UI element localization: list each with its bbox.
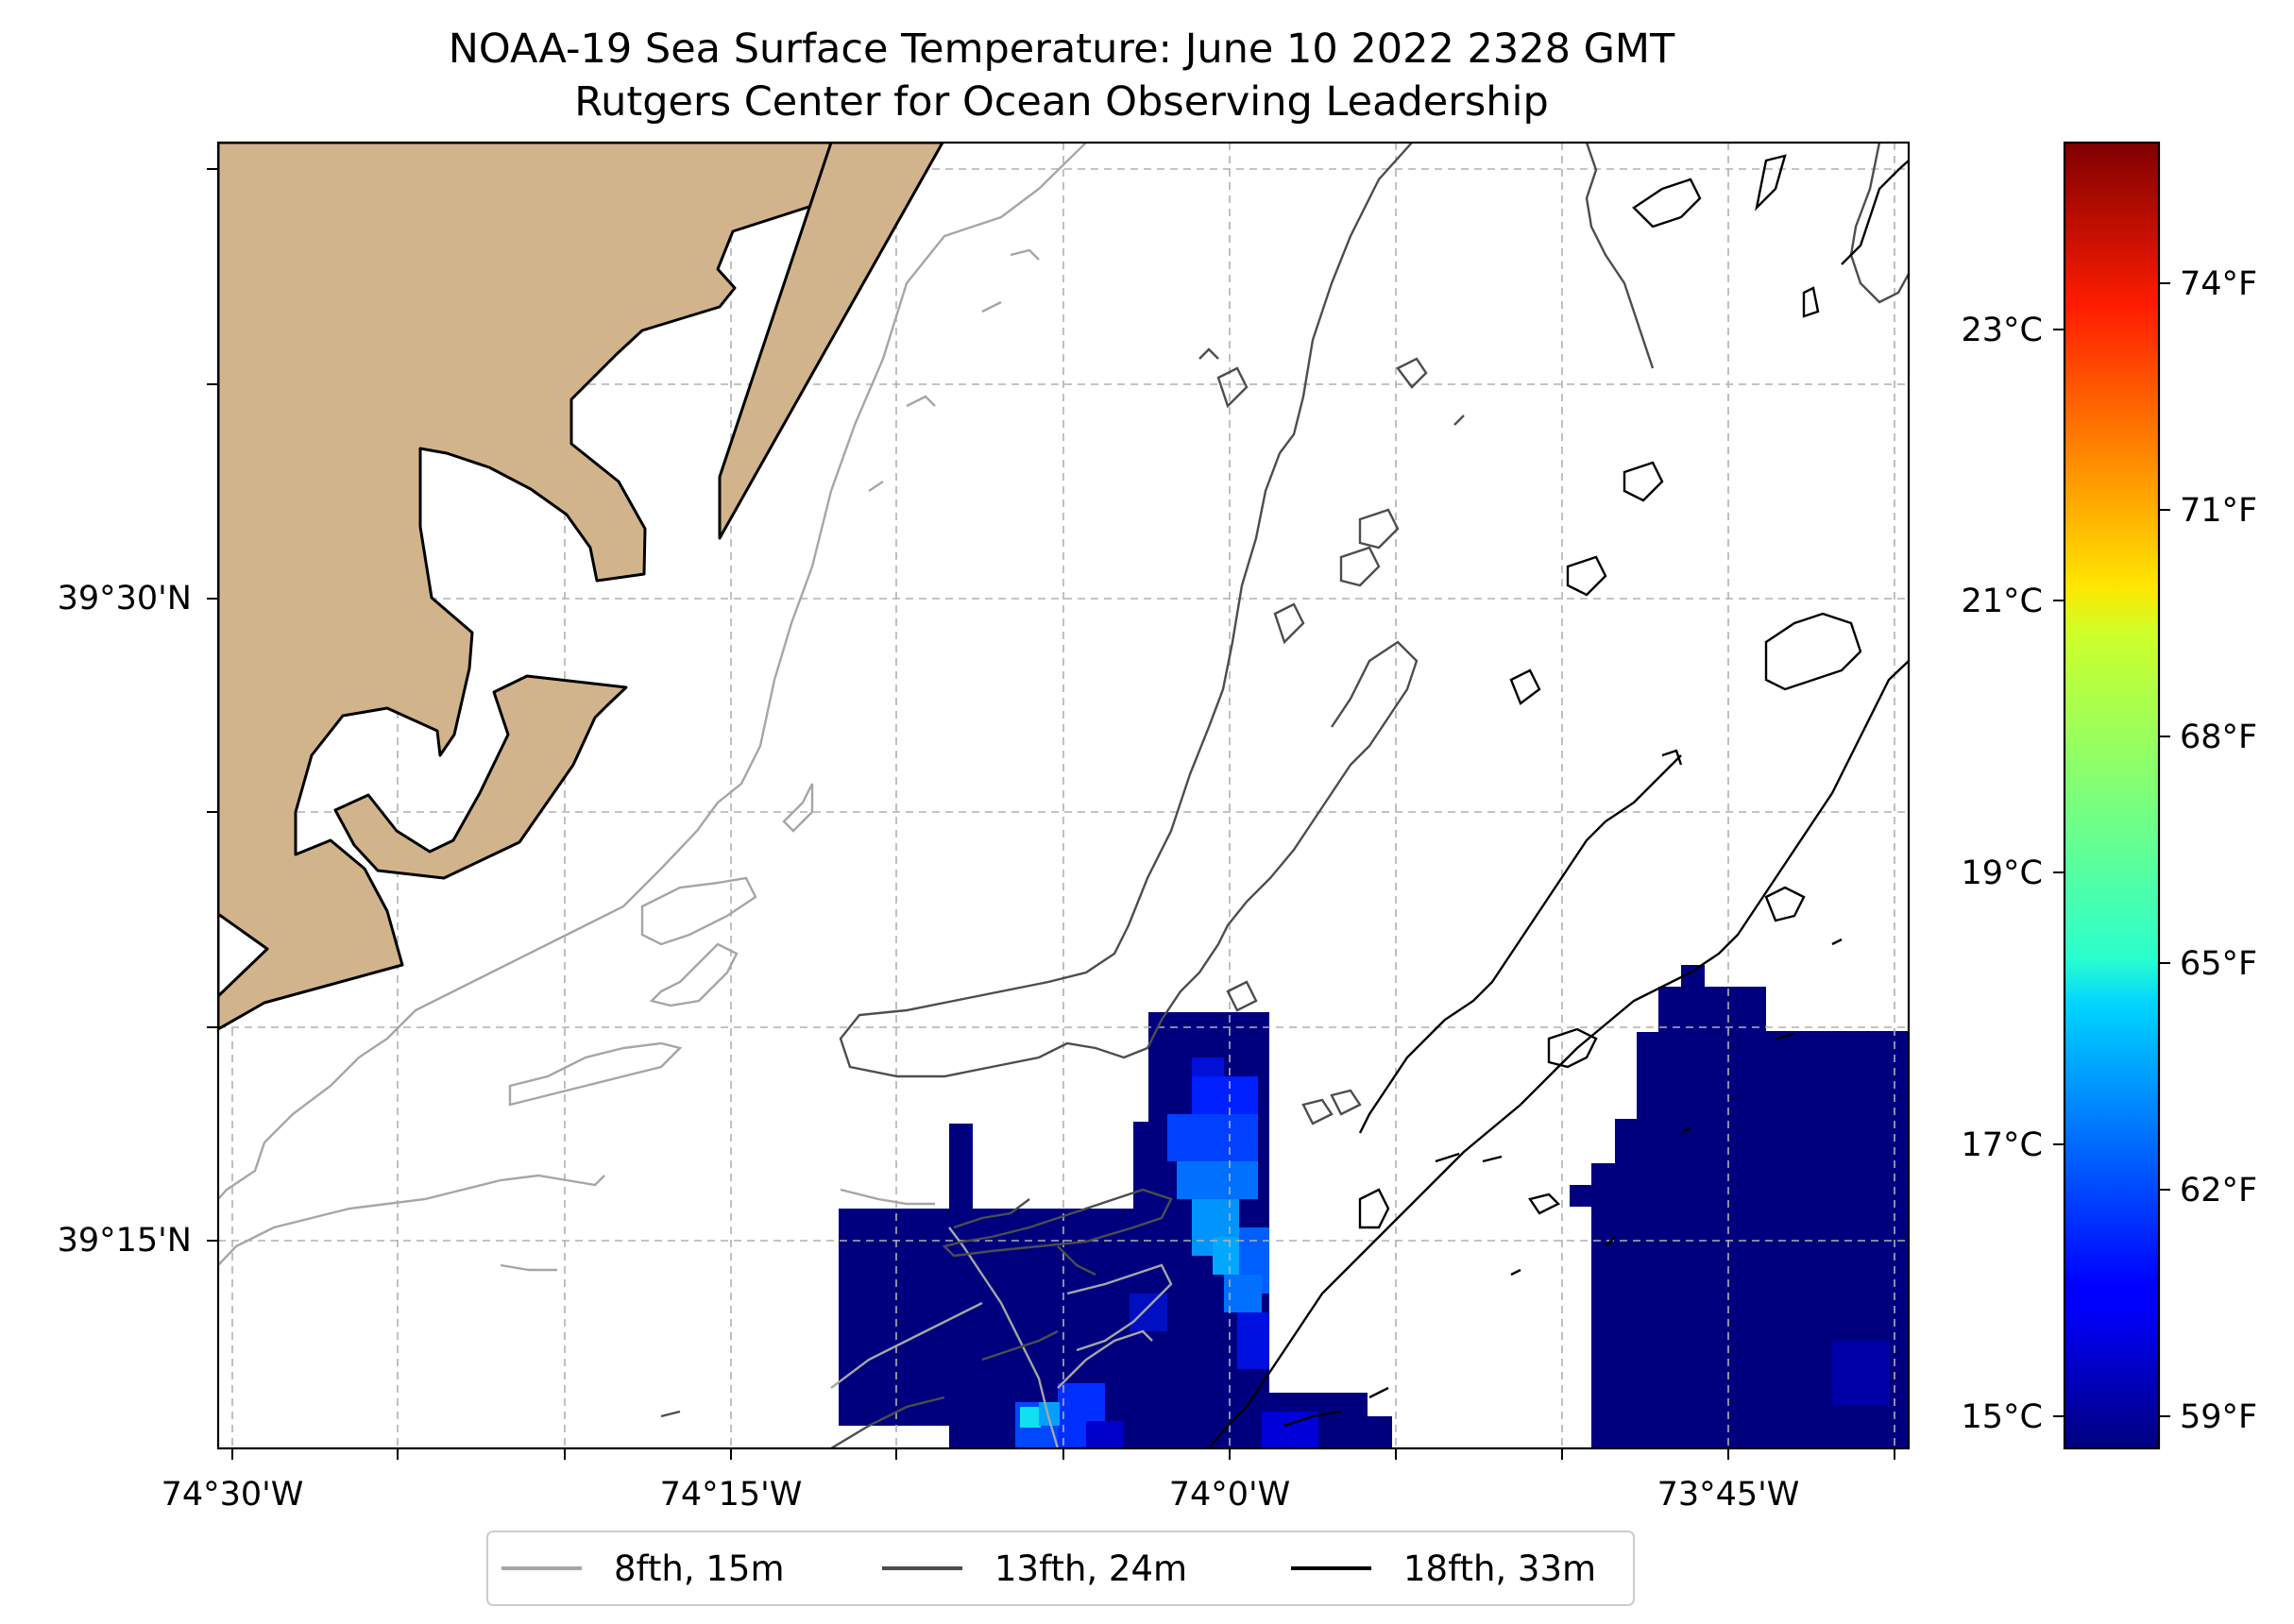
bathymetry-contours [218, 143, 1909, 1448]
legend-label: 13fth, 24m [994, 1548, 1187, 1589]
lat-tick-label: 39°30'N [58, 580, 192, 617]
legend-label: 8fth, 15m [614, 1548, 785, 1589]
sst-patch-spike [949, 1124, 973, 1218]
celsius-tick-label: 15°C [1962, 1398, 2043, 1436]
fahrenheit-tick-label: 62°F [2180, 1172, 2257, 1210]
contour-18fth [1208, 154, 1909, 1448]
sst-pixel [1832, 1341, 1889, 1405]
sst-patch-right [1570, 965, 1909, 1448]
land-barrier [718, 143, 944, 540]
celsius-tick-label: 23°C [1962, 312, 2043, 349]
contour-13fth [660, 143, 1909, 1448]
lon-tick-label: 74°0'W [1169, 1476, 1291, 1514]
sst-pixel [1167, 1114, 1258, 1161]
sst-raster [839, 965, 1909, 1448]
sst-pixel [1177, 1161, 1258, 1199]
fahrenheit-tick-label: 65°F [2180, 945, 2257, 983]
land-island [333, 674, 628, 880]
sst-pixel [1130, 1294, 1167, 1331]
lon-tick-label: 74°30'W [161, 1476, 304, 1514]
fahrenheit-tick-label: 68°F [2180, 719, 2257, 756]
colorbar-gradient [2063, 141, 2161, 1450]
land-mainland [218, 143, 833, 1031]
celsius-tick-label: 21°C [1962, 583, 2043, 620]
sst-pixel [1039, 1402, 1060, 1426]
celsius-tick-label: 19°C [1962, 854, 2043, 892]
lon-tick-label: 74°15'W [660, 1476, 803, 1514]
bay-inlet [218, 912, 269, 998]
map-area [218, 143, 1909, 1448]
celsius-tick-label: 17°C [1962, 1126, 2043, 1164]
legend-box [486, 1531, 1635, 1606]
fahrenheit-tick-label: 74°F [2180, 265, 2257, 303]
colorbar: 23°C 21°C 19°C 17°C 15°C 74°F 71°F 68°F … [1962, 141, 2257, 1450]
contour-8fth [218, 143, 1173, 1448]
sst-pixel [1020, 1407, 1041, 1428]
map-ticks [207, 168, 1895, 1460]
sst-pixel [1086, 1421, 1124, 1448]
legend: 8fth, 15m 13fth, 24m 18fth, 33m [486, 1531, 1635, 1606]
land [218, 143, 944, 1031]
fahrenheit-tick-label: 71°F [2180, 492, 2257, 530]
legend-label: 18fth, 33m [1403, 1548, 1596, 1589]
sst-pixel [1237, 1312, 1269, 1369]
colorbar-ticks [2053, 282, 2170, 1417]
sst-pixel [1192, 1076, 1258, 1114]
fahrenheit-tick-label: 59°F [2180, 1398, 2257, 1436]
title-line-1: NOAA-19 Sea Surface Temperature: June 10… [449, 25, 1675, 73]
lat-tick-label: 39°15'N [58, 1222, 192, 1260]
title-line-2: Rutgers Center for Ocean Observing Leade… [574, 78, 1549, 126]
lon-tick-label: 73°45'W [1657, 1476, 1800, 1514]
